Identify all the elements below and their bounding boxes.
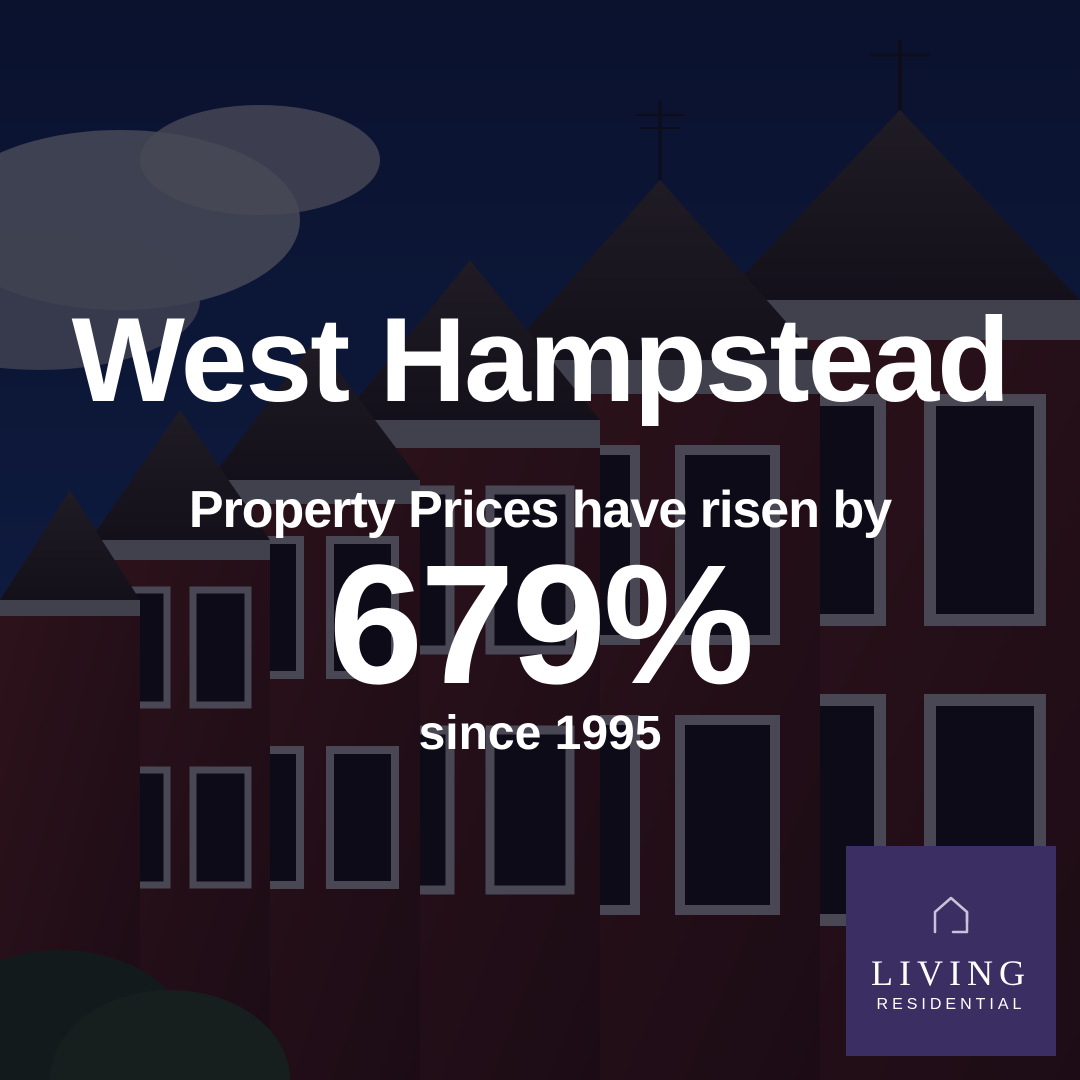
logo-sub-text: RESIDENTIAL [877,996,1026,1014]
since-text: since 1995 [419,706,662,761]
logo-main-text: LIVING [871,952,1031,994]
stat-value: 679% [329,540,752,710]
location-title: West Hampstead [72,300,1009,420]
brand-logo: LIVING RESIDENTIAL [846,846,1056,1056]
house-icon [923,888,979,944]
